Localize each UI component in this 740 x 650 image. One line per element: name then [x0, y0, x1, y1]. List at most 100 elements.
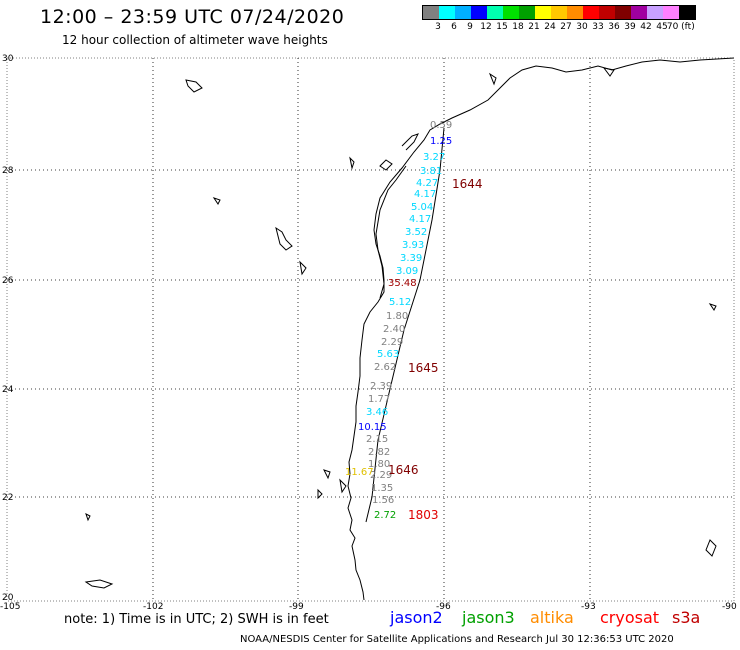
legend-swatch	[503, 6, 519, 19]
wave-height-value: 35.48	[388, 278, 417, 289]
inland-2	[317, 488, 323, 500]
satellite-name: altika	[530, 608, 574, 627]
legend-swatch	[663, 6, 679, 19]
legend-swatch	[583, 6, 599, 19]
track-id: 1645	[408, 361, 439, 375]
color-legend: 3 6 9 12 15 18 21 24 27 30 33 36 39 42 45 70 (ft)	[422, 5, 696, 34]
wave-height-value: 3.93	[402, 240, 424, 251]
lat-label: 22	[2, 493, 13, 503]
map-frame	[6, 57, 735, 602]
wave-height-value: 5.12	[389, 297, 411, 308]
legend-colorbar	[422, 5, 696, 20]
track-id: 1644	[452, 177, 483, 191]
wave-height-value: 1.25	[430, 136, 452, 147]
wave-height-value: 5.63	[377, 349, 399, 360]
wave-height-value: 2.15	[366, 434, 388, 445]
lat-label: 26	[2, 276, 14, 286]
track-id: 1646	[388, 463, 419, 477]
track-ids: 1644 1645 1646 1803	[388, 177, 483, 522]
wave-height-value: 4.17	[414, 189, 436, 200]
legend-swatch	[519, 6, 535, 19]
map-subtitle: 12 hour collection of altimeter wave hei…	[62, 33, 328, 47]
barrier-island	[375, 165, 407, 299]
wave-height-value: 3.81	[420, 166, 442, 177]
legend-label: 24	[544, 22, 556, 32]
satellite-name: s3a	[672, 608, 701, 627]
island-5	[708, 303, 717, 311]
lake-6	[705, 539, 717, 557]
legend-swatch	[439, 6, 455, 19]
legend-label: 6	[451, 22, 457, 32]
wave-height-value: 2.29	[381, 337, 403, 348]
legend-swatch	[631, 6, 647, 19]
legend-label: 3	[435, 22, 441, 32]
wave-height-value: 3.27	[423, 152, 445, 163]
legend-swatch	[567, 6, 583, 19]
lon-label: -102	[143, 602, 163, 612]
wave-height-value: 0.59	[430, 120, 452, 131]
legend-swatch	[599, 6, 615, 19]
lon-label: -105	[0, 602, 20, 612]
lon-label: -90	[722, 602, 737, 612]
coastline	[84, 57, 735, 601]
wave-height-value: 2.39	[370, 381, 392, 392]
wave-height-value: 11.67	[345, 467, 374, 478]
lake-5	[602, 67, 615, 77]
island-1	[84, 579, 114, 589]
island-2	[85, 513, 91, 522]
satellite-track	[365, 127, 445, 523]
wave-height-value: 4.27	[416, 178, 438, 189]
wave-height-value: 3.52	[405, 227, 427, 238]
wave-height-value: 2.40	[383, 324, 405, 335]
wave-height-value: 2.82	[368, 447, 390, 458]
legend-label: 18	[512, 22, 524, 32]
legend-label: 70 (ft)	[666, 22, 695, 32]
lon-label: -96	[436, 602, 451, 612]
wave-height-value: 2.29	[370, 470, 392, 481]
wave-height-value: 1.35	[371, 483, 393, 494]
wave-height-value: 3.39	[400, 253, 422, 264]
gulf-coast	[347, 57, 735, 601]
wave-height-value: 1.56	[372, 495, 394, 506]
lon-label: -93	[581, 602, 596, 612]
legend-label: 39	[624, 22, 636, 32]
graticule	[7, 58, 734, 601]
legend-labels: 3 6 9 12 15 18 21 24 27 30 33 36 39 42 45 70 (ft)	[422, 20, 696, 34]
legend-label: 27	[560, 22, 572, 32]
legend-swatch	[551, 6, 567, 19]
legend-label: 21	[528, 22, 540, 32]
bay-2	[379, 159, 393, 171]
legend-swatch	[647, 6, 663, 19]
lake-4	[488, 72, 497, 86]
note-text: note: 1) Time is in UTC; 2) SWH is in fe…	[64, 612, 329, 627]
wave-height-value: 10.15	[358, 422, 387, 433]
island-6	[212, 197, 221, 205]
wave-height-value: 1.80	[368, 459, 390, 470]
wave-height-value: 5.04	[411, 202, 433, 213]
satellite-name: jason3	[462, 608, 515, 627]
lake-2	[349, 156, 355, 170]
footer-credit: NOAA/NESDIS Center for Satellite Applica…	[240, 634, 674, 645]
legend-swatch	[455, 6, 471, 19]
wave-height-labels: 0.591.253.273.814.274.175.044.173.523.93…	[345, 120, 452, 521]
lat-label: 30	[2, 54, 14, 64]
legend-swatch	[487, 6, 503, 19]
wave-height-value: 1.77	[368, 394, 390, 405]
axis-labels: 30 28 26 24 22 20 -105 -102 -99 -96 -93 …	[0, 54, 737, 612]
legend-label: 15	[496, 22, 508, 32]
legend-swatch	[471, 6, 487, 19]
legend-label: 42	[640, 22, 652, 32]
wave-height-value: 4.17	[409, 214, 431, 225]
bay-1	[401, 133, 419, 151]
wave-height-value: 2.62	[374, 362, 396, 373]
legend-swatch	[679, 6, 695, 19]
legend-label: 45	[656, 22, 668, 32]
lake-3	[185, 79, 203, 93]
legend-label: 36	[608, 22, 620, 32]
wave-height-value: 3.09	[396, 266, 418, 277]
lon-label: -99	[289, 602, 304, 612]
legend-label: 30	[576, 22, 588, 32]
lat-label: 20	[2, 593, 14, 603]
island-3	[323, 469, 331, 480]
